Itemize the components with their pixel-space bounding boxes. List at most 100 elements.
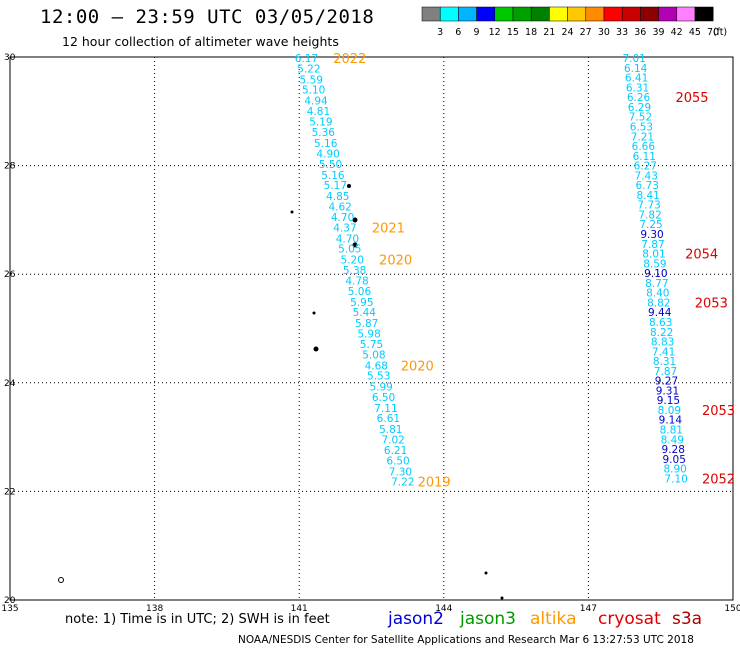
wave-height-label: 7.43 (635, 170, 658, 182)
x-tick-label: 150 (724, 604, 740, 614)
scale-label: 45 (689, 27, 701, 38)
wave-height-label: 7.11 (374, 403, 397, 415)
legend-altika: altika (530, 609, 577, 629)
scale-label: 12 (489, 27, 501, 38)
pass-time-label: 2022 (333, 52, 366, 67)
pass-time-label: 2020 (379, 254, 412, 269)
scale-label: 15 (507, 27, 519, 38)
scale-swatch (694, 6, 714, 22)
wave-height-label: 4.62 (328, 201, 351, 213)
wave-height-label: 6.14 (624, 63, 648, 75)
wave-height-label: 7.21 (631, 131, 654, 143)
legend-jason2: jason2 (388, 609, 444, 629)
wave-height-label: 4.78 (345, 276, 368, 288)
wave-height-label: 4.85 (326, 191, 349, 203)
scale-label: 24 (561, 27, 573, 38)
island-shape (352, 217, 358, 223)
wave-height-label: 5.36 (312, 127, 336, 139)
map-title: 12:00 – 23:59 UTC 03/05/2018 (40, 6, 375, 28)
island-shape (352, 242, 358, 248)
island-shape (347, 184, 351, 188)
island-shape (484, 571, 488, 575)
wave-height-label: 9.28 (662, 444, 685, 456)
scale-label: 30 (598, 27, 610, 38)
scale-unit: (ft) (713, 27, 727, 38)
wave-height-label: 7.41 (652, 346, 675, 358)
wave-height-label: 5.08 (362, 350, 385, 362)
wave-height-label: 7.22 (391, 477, 414, 489)
map-subtitle: 12 hour collection of altimeter wave hei… (62, 34, 339, 49)
x-tick-label: 138 (146, 604, 163, 614)
wave-height-label: 6.17 (295, 53, 318, 65)
scale-label: 39 (652, 27, 664, 38)
scale-label: 42 (671, 27, 683, 38)
wave-height-label: 5.98 (357, 328, 380, 340)
map-frame (9, 56, 734, 601)
wave-height-label: 5.17 (324, 180, 347, 192)
scale-label: 18 (525, 27, 537, 38)
wave-height-label: 8.81 (660, 424, 683, 436)
wave-height-label: 9.10 (644, 268, 667, 280)
wave-height-label: 8.40 (646, 288, 669, 300)
pass-time-label: 2052 (702, 472, 735, 487)
wave-height-label: 8.01 (642, 249, 665, 261)
x-tick-label: 135 (1, 604, 18, 614)
wave-height-label: 4.90 (316, 149, 339, 161)
wave-height-label: 6.73 (636, 180, 659, 192)
wave-height-label: 9.30 (640, 229, 663, 241)
wave-height-label: 8.77 (645, 278, 668, 290)
wave-height-label: 7.01 (622, 53, 645, 65)
wave-height-label: 5.53 (367, 371, 390, 383)
pass-time-label: 2021 (372, 222, 405, 237)
y-tick-label: 26 (4, 270, 16, 280)
color-scale-legend: 3 6 9 12 15 18 21 24 27 30 33 36 39 42 45 70(ft) (421, 6, 727, 38)
wave-height-label: 4.81 (307, 106, 330, 118)
wave-height-label: 6.31 (626, 82, 649, 94)
wave-height-label: 6.61 (377, 413, 400, 425)
wave-height-label: 5.59 (300, 74, 323, 86)
pass-time-label: 2054 (685, 248, 718, 263)
wave-height-label: 8.09 (658, 405, 681, 417)
wave-height-label: 5.44 (353, 307, 377, 319)
wave-height-label: 7.52 (629, 112, 652, 124)
wave-height-label: 6.41 (625, 73, 648, 85)
legend-cryosat: cryosat (598, 609, 661, 629)
wave-height-label: 5.87 (355, 318, 378, 330)
scale-label: 70 (707, 27, 719, 38)
wave-height-label: 7.10 (664, 473, 687, 485)
footer-note: note: 1) Time is in UTC; 2) SWH is in fe… (65, 612, 330, 627)
wave-height-label: 8.59 (643, 258, 666, 270)
island-shape (313, 346, 319, 352)
wave-height-label: 6.50 (386, 455, 409, 467)
wave-height-label: 9.27 (655, 376, 678, 388)
wave-height-label: 9.15 (657, 395, 680, 407)
credit-line: NOAA/NESDIS Center for Satellite Applica… (238, 634, 694, 646)
wave-height-label: 5.38 (343, 265, 366, 277)
scale-label: 21 (543, 27, 555, 38)
wave-height-label: 5.22 (297, 63, 320, 75)
wave-height-label: 6.66 (632, 141, 656, 153)
pass-time-label: 2053 (695, 296, 728, 311)
pass-time-label: 2055 (675, 91, 708, 106)
wave-height-label: 4.70 (331, 212, 354, 224)
scale-label: 3 (437, 27, 443, 38)
scale-label: 9 (473, 27, 479, 38)
wave-height-label: 5.99 (369, 382, 392, 394)
island-shape (500, 596, 504, 600)
x-tick-label: 147 (580, 604, 597, 614)
wave-height-label: 6.29 (628, 102, 651, 114)
wave-height-label: 6.27 (634, 161, 657, 173)
island-shape (58, 577, 64, 583)
x-tick-label: 141 (291, 604, 308, 614)
wave-height-label: 7.82 (638, 209, 661, 221)
wave-height-label: 8.41 (636, 190, 659, 202)
wave-height-label: 5.10 (302, 85, 325, 97)
x-tick-label: 144 (435, 604, 452, 614)
wave-height-label: 6.21 (384, 445, 407, 457)
wave-height-label: 4.68 (365, 360, 388, 372)
wave-height-label: 9.14 (659, 415, 683, 427)
wave-height-label: 7.87 (641, 239, 664, 251)
wave-height-label: 5.06 (348, 286, 372, 298)
wave-height-label: 6.11 (633, 151, 656, 163)
